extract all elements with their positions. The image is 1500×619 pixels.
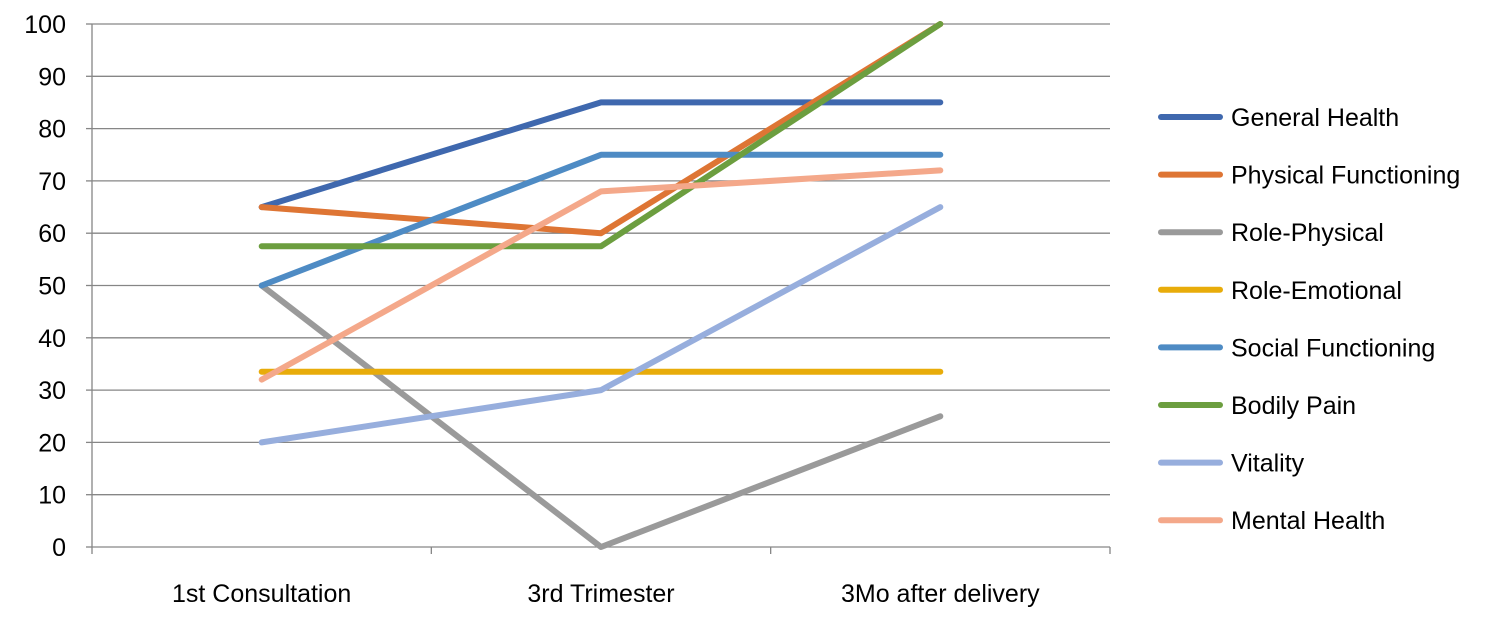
series-line-social-functioning [258, 151, 944, 289]
y-tick-label: 60 [38, 220, 66, 248]
series-line-general-health [258, 99, 944, 211]
gridlines [92, 23, 1110, 496]
legend: General Health Physical Functioning Role-P… [1158, 104, 1460, 535]
legend-label-bodily-pain: Bodily Pain [1231, 392, 1356, 420]
legend-label-vitality: Vitality [1231, 450, 1305, 478]
series-line-vitality [258, 204, 944, 446]
y-tick-label: 20 [38, 429, 66, 457]
y-tick-label: 30 [38, 377, 66, 405]
legend-label-role-physical: Role-Physical [1231, 219, 1384, 247]
x-axis-category-labels: 1st Consultation 3rd Trimester 3Mo after d… [172, 580, 1040, 608]
series-line-mental-health [258, 167, 944, 383]
y-tick-label: 80 [38, 116, 66, 144]
y-tick-label: 50 [38, 273, 66, 301]
series-lines [258, 21, 944, 550]
y-tick-label: 90 [38, 63, 66, 91]
legend-label-role-emotional: Role-Emotional [1231, 277, 1402, 305]
legend-label-social-functioning: Social Functioning [1231, 334, 1435, 362]
y-tick-label: 0 [52, 534, 66, 562]
legend-label-general-health: General Health [1231, 104, 1399, 132]
legend-label-physical-functioning: Physical Functioning [1231, 162, 1460, 190]
series-line-bodily-pain [258, 21, 944, 250]
x-category-label: 3rd Trimester [527, 580, 674, 608]
y-tick-label: 10 [38, 482, 66, 510]
y-tick-label: 100 [24, 11, 66, 39]
x-category-label: 1st Consultation [172, 580, 351, 608]
legend-label-mental-health: Mental Health [1231, 507, 1385, 535]
series-line-physical-functioning [258, 21, 944, 237]
y-tick-label: 40 [38, 325, 66, 353]
x-category-label: 3Mo after delivery [841, 580, 1040, 608]
y-axis-tick-labels: 0 10 20 30 40 50 60 70 80 90 100 [24, 11, 66, 562]
y-tick-label: 70 [38, 168, 66, 196]
